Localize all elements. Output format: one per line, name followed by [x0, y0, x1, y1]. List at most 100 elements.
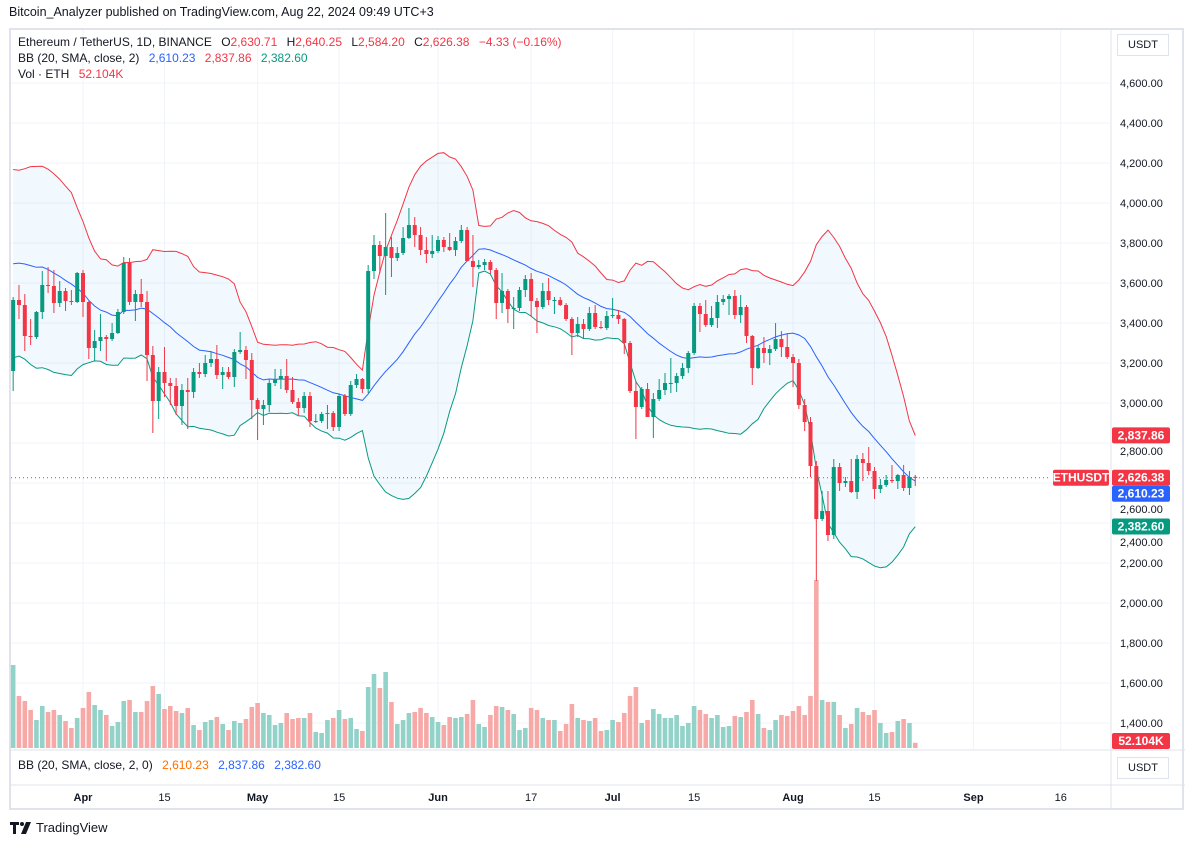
volume-bar — [563, 724, 569, 748]
volume-bar — [453, 718, 458, 748]
volume-bar — [16, 696, 22, 748]
time-tick-label: 15 — [868, 792, 880, 804]
volume-bar — [552, 720, 557, 748]
volume-bar — [28, 710, 33, 748]
candle-body — [593, 313, 598, 327]
volume-bar — [796, 706, 802, 748]
volume-bar — [633, 687, 639, 748]
time-tick-label: 15 — [688, 792, 700, 804]
volume-bar — [115, 722, 121, 748]
candle-body — [232, 352, 237, 377]
time-tick-label: Apr — [74, 792, 94, 804]
bb-legend[interactable]: BB (20, SMA, close, 2) 2,610.23 2,837.86… — [18, 51, 314, 65]
candle-body — [517, 290, 522, 308]
volume-bar — [173, 711, 179, 748]
candle-body — [668, 383, 673, 384]
candle-body — [558, 300, 563, 305]
candle-body — [11, 300, 16, 371]
candle-body — [220, 372, 225, 375]
volume-bar — [459, 717, 464, 748]
volume-bar — [662, 718, 668, 748]
price-axis[interactable]: 1,400.00 1,600.00 1,800.00 2,000.00 2,200.00… — [1120, 78, 1163, 730]
candle-body — [86, 302, 91, 348]
candle-body — [709, 318, 714, 325]
volume-bar — [557, 731, 563, 748]
volume-bar — [499, 707, 505, 748]
volume-bar — [261, 713, 266, 748]
candle-body — [203, 363, 208, 374]
price-tick-label: 2,800.00 — [1120, 446, 1163, 458]
candle-body — [692, 306, 697, 353]
candle-body — [145, 302, 150, 355]
symbol-legend[interactable]: Ethereum / TetherUS, 1D, BINANCE O2,630.… — [18, 35, 568, 49]
candle-body — [57, 291, 62, 303]
candle-body — [616, 315, 621, 319]
candle-body — [825, 511, 830, 535]
volume-bar — [51, 710, 57, 748]
volume-bar — [517, 730, 522, 748]
lower-bb-label: BB (20, SMA, close, 2, 0) — [18, 758, 153, 772]
price-tick-label: 3,000.00 — [1120, 398, 1163, 410]
volume-bar — [907, 723, 912, 748]
candle-body — [342, 396, 347, 414]
candle-body — [482, 262, 487, 265]
volume-bar — [482, 727, 487, 748]
volume-bar — [63, 721, 68, 748]
candle-body — [505, 291, 510, 309]
time-tick-label: May — [247, 792, 269, 804]
volume-bar — [732, 716, 738, 748]
bb-lower-line — [13, 270, 916, 569]
volume-bar — [371, 674, 377, 748]
high-label: H — [286, 35, 296, 49]
candle-body — [156, 372, 161, 401]
volume-bar — [237, 723, 243, 748]
volume-bar — [895, 721, 901, 748]
candle-body — [500, 291, 505, 303]
lower-pane-legend[interactable]: BB (20, SMA, close, 2, 0) 2,610.23 2,837… — [18, 758, 327, 772]
volume-bar — [546, 720, 551, 748]
candle-body — [808, 422, 813, 466]
candle-body — [197, 372, 202, 374]
volume-bar — [57, 715, 63, 748]
lower-currency-button[interactable]: USDT — [1117, 757, 1169, 779]
candle-body — [360, 379, 365, 389]
candle-body — [855, 459, 860, 492]
price-tick-label: 3,600.00 — [1120, 278, 1163, 290]
volume-bar — [715, 715, 720, 748]
open-label: O — [221, 35, 231, 49]
volume-bar — [255, 703, 260, 748]
volume-bar — [802, 715, 807, 748]
volume-bar — [39, 706, 45, 748]
volume-bar — [179, 713, 185, 748]
candle-body — [255, 400, 260, 409]
candle-body — [546, 291, 551, 300]
volume-bar — [394, 724, 400, 748]
volume-bar — [272, 725, 278, 748]
candle-body — [395, 253, 400, 258]
volume-bar — [750, 700, 755, 748]
candle-body — [98, 337, 103, 341]
volume-bar — [325, 720, 330, 748]
candle-body — [703, 314, 708, 325]
bb-fill — [13, 152, 916, 568]
price-tick-label: 3,400.00 — [1120, 318, 1163, 330]
candle-body — [16, 300, 21, 305]
candle-body — [814, 466, 819, 519]
volume-bar — [74, 718, 80, 748]
tradingview-logo[interactable]: TradingView — [10, 820, 108, 835]
volume-bar — [843, 728, 848, 748]
candle-body — [28, 336, 33, 337]
volume-bar — [249, 707, 255, 748]
symbol-badge-text: ETHUSDT — [1053, 471, 1110, 485]
price-tick-label: 4,400.00 — [1120, 118, 1163, 130]
volume-legend[interactable]: Vol · ETH 52.104K — [18, 67, 129, 81]
bb-basis-line — [13, 248, 916, 482]
volume-bar — [674, 715, 679, 748]
time-axis[interactable]: Apr 15 May 15 Jun 17 Jul 15 Aug 15 Sep 16 — [74, 792, 1067, 804]
bb-label: BB (20, SMA, close, 2) — [18, 51, 140, 65]
time-tick-label: Jun — [428, 792, 448, 804]
currency-button[interactable]: USDT — [1117, 34, 1169, 56]
candle-body — [290, 390, 295, 402]
candle-body — [401, 238, 406, 253]
